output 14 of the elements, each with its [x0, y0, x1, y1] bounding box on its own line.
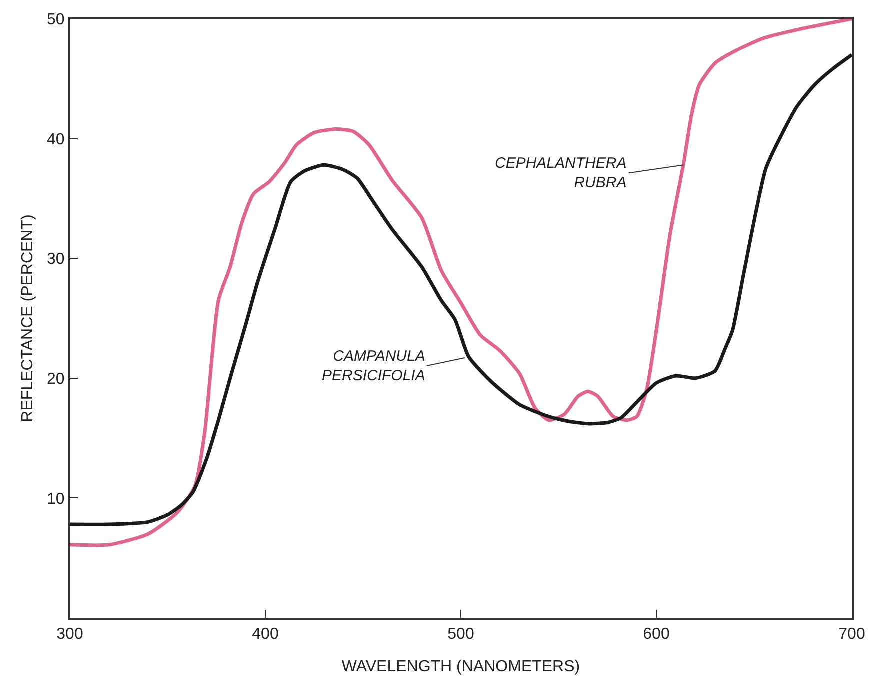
x-tick-label: 700	[838, 626, 866, 644]
y-axis-title: REFLECTANCE (PERCENT)	[19, 214, 36, 422]
x-tick-label: 300	[56, 626, 84, 644]
y-tick-label: 10	[47, 490, 65, 508]
y-tick-label: 50	[47, 12, 65, 29]
x-tick-label: 600	[643, 626, 670, 644]
y-tick-label: 20	[47, 371, 65, 388]
annotation: CEPHALANTHERA RUBRA	[495, 155, 627, 192]
y-tick-label: 40	[47, 131, 65, 148]
y-tick-label: 30	[47, 251, 65, 268]
x-tick-label: 400	[252, 626, 279, 644]
x-axis-title: WAVELENGTH (NANOMETERS)	[342, 658, 580, 676]
x-tick-label: 500	[448, 626, 474, 644]
annotation: CAMPANULA PERSICIFOLIA	[322, 348, 426, 384]
